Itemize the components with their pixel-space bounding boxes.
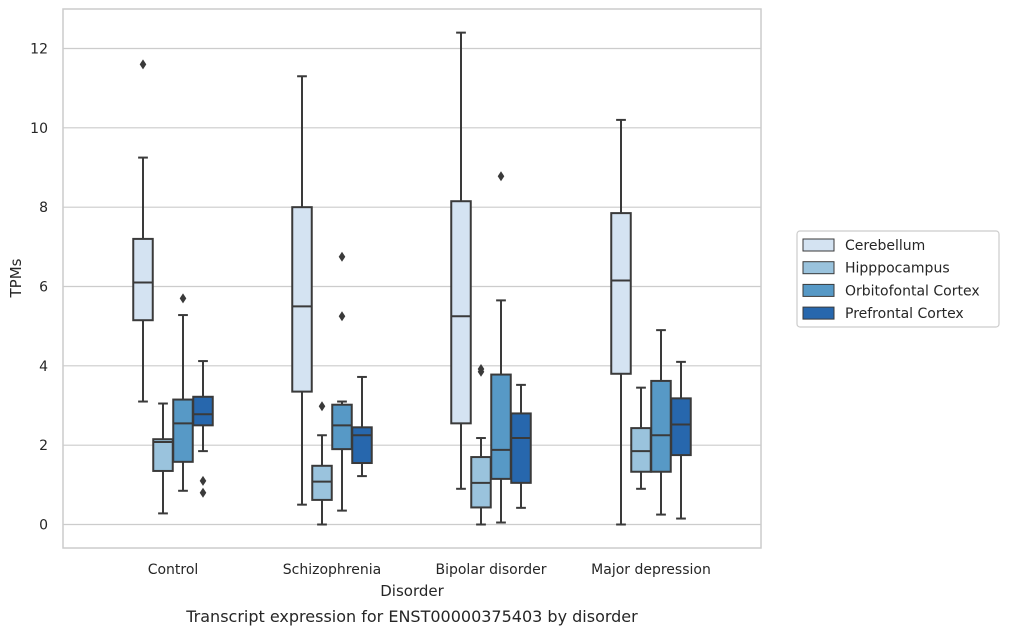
y-tick-label: 6 <box>39 280 48 296</box>
y-tick-labels: 0 2 4 6 8 10 12 <box>30 42 48 534</box>
box-prefrontal-cortex-0 <box>192 360 214 498</box>
box-body <box>670 397 692 457</box>
box-body <box>192 395 214 427</box>
box-hipppocampus-0 <box>152 402 174 515</box>
y-axis-label: TPMs <box>7 258 25 298</box>
y-tick-label: 12 <box>30 42 48 58</box>
legend-swatch <box>802 306 835 320</box>
chart-caption: Transcript expression for ENST0000037540… <box>185 607 638 626</box>
box-body <box>331 403 353 451</box>
box-plots <box>132 31 692 526</box>
box-orbitofontal-cortex-2 <box>490 171 512 524</box>
box-body <box>610 212 632 375</box>
legend-swatch <box>802 283 835 297</box>
box-prefrontal-cortex-3 <box>670 360 692 520</box>
box-prefrontal-cortex-2 <box>510 383 532 509</box>
box-orbitofontal-cortex-1 <box>331 251 353 512</box>
legend-frame <box>796 230 1000 328</box>
box-prefrontal-cortex-1 <box>351 375 373 478</box>
outlier-point <box>179 293 187 304</box>
outlier-point <box>199 475 207 486</box>
outlier-point <box>338 311 346 322</box>
box-body <box>650 379 672 473</box>
box-body <box>291 206 313 393</box>
box-orbitofontal-cortex-0 <box>172 293 194 492</box>
box-body <box>152 438 174 472</box>
outlier-point <box>338 251 346 262</box>
box-body <box>450 200 472 425</box>
box-body <box>311 464 333 501</box>
outlier-point <box>477 364 485 375</box>
legend: Cerebellum Hipppocampus Orbitofontal Corte… <box>796 230 1000 328</box>
y-tick-label: 0 <box>39 518 48 534</box>
y-tick-label: 10 <box>30 121 48 137</box>
outlier-point <box>139 59 147 70</box>
legend-swatch <box>802 238 835 252</box>
legend-label: Prefrontal Cortex <box>845 306 964 322</box>
y-tick-label: 8 <box>39 200 48 216</box>
box-cerebellum-1 <box>291 75 313 506</box>
box-body <box>630 427 652 473</box>
box-hipppocampus-3 <box>630 386 652 490</box>
box-hipppocampus-1 <box>311 401 333 526</box>
legend-label: Orbitofontal Cortex <box>845 283 980 299</box>
box-body <box>172 398 194 463</box>
box-body <box>351 426 373 465</box>
x-tick-labels: Control Schizophrenia Bipolar disorder Majo… <box>148 562 711 578</box>
box-body <box>510 412 532 484</box>
legend-label: Hipppocampus <box>845 261 950 277</box>
outlier-point <box>199 487 207 498</box>
x-tick-label: Major depression <box>591 562 711 578</box>
box-body <box>132 237 154 322</box>
x-axis-label: Disorder <box>380 582 444 600</box>
outlier-point <box>318 401 326 412</box>
x-tick-label: Schizophrenia <box>283 562 381 578</box>
box-cerebellum-0 <box>132 59 154 403</box>
legend-label: Cerebellum <box>845 238 925 254</box>
box-cerebellum-3 <box>610 118 632 526</box>
plot-frame <box>62 8 762 549</box>
outlier-point <box>497 171 505 182</box>
legend-swatch <box>802 261 835 275</box>
y-tick-label: 2 <box>39 438 48 454</box>
box-hipppocampus-2 <box>470 364 492 526</box>
box-cerebellum-2 <box>450 31 472 490</box>
box-body <box>490 373 512 480</box>
x-tick-label: Control <box>148 562 199 578</box>
box-orbitofontal-cortex-3 <box>650 329 672 516</box>
x-tick-label: Bipolar disorder <box>435 562 546 578</box>
y-tick-label: 4 <box>39 359 48 375</box>
